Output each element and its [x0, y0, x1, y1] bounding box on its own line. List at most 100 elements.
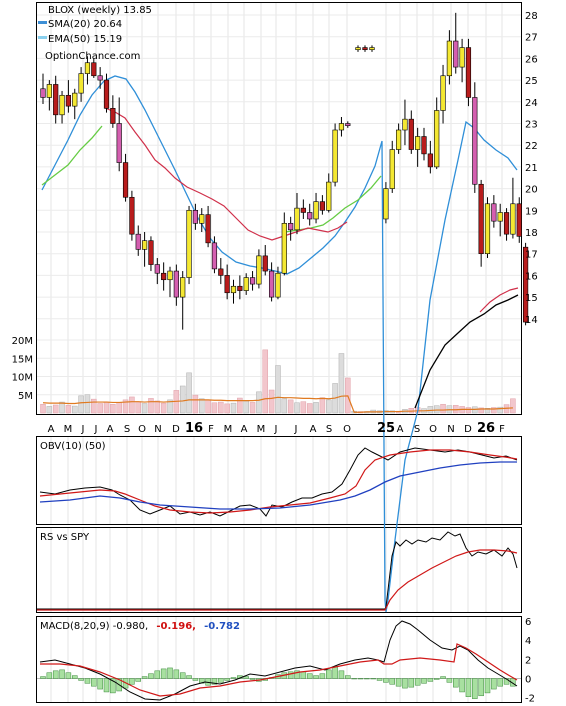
candle-body	[465, 47, 472, 98]
candlesticks	[40, 12, 529, 330]
price-tick-label: 26	[525, 54, 538, 65]
volume-bar	[72, 405, 78, 414]
price-tick-label: 17	[525, 250, 538, 261]
price-tick-label: 23	[525, 120, 538, 131]
candle-body	[186, 210, 192, 278]
macd-histogram-bar	[484, 678, 491, 694]
candle-body	[148, 240, 154, 265]
macd-title-prefix: MACD(8,20,9) -0.980,	[40, 621, 148, 632]
volume-bar	[287, 399, 294, 414]
macd-histogram-bar	[345, 675, 351, 679]
candle-body	[326, 181, 332, 211]
macd-histogram-bar	[287, 671, 294, 679]
volume-bar	[427, 406, 434, 414]
candle-body	[161, 272, 167, 281]
candle-body	[510, 203, 516, 235]
macd-histogram-bar	[427, 678, 434, 682]
macd-histogram-bar	[154, 670, 161, 679]
candle-body	[332, 129, 338, 183]
candle-body	[173, 270, 179, 298]
volume-bar	[497, 406, 503, 414]
x-axis-label: A	[48, 424, 55, 435]
macd-histogram-bar	[357, 678, 364, 680]
candle-body	[427, 153, 433, 168]
x-axis-label: N	[447, 424, 454, 435]
volume-bar	[91, 398, 97, 414]
rs-panel-frame	[36, 527, 522, 613]
macd-tick-label: 4	[525, 636, 531, 647]
volume-bar	[433, 405, 440, 414]
macd-title-value2: -0.782	[204, 621, 240, 632]
candle-body	[53, 84, 59, 116]
candle-body	[516, 203, 522, 237]
candle-body	[522, 246, 529, 323]
macd-histogram-bar	[294, 670, 300, 679]
volume-bar	[122, 399, 129, 414]
volume-bar	[40, 403, 46, 414]
macd-histogram-bar	[97, 678, 103, 690]
candle-body	[307, 212, 313, 220]
volume-bar	[300, 401, 307, 414]
macd-histogram-bar	[389, 678, 395, 685]
volume-bar	[129, 396, 135, 414]
candle-body	[294, 207, 300, 231]
x-axis-label: A	[107, 424, 114, 435]
price-tick-label: 19	[525, 206, 538, 217]
candle-body	[59, 94, 65, 116]
candle-body	[434, 110, 440, 168]
volume-bars	[40, 349, 516, 414]
candle-body	[395, 129, 402, 150]
macd-title: MACD(8,20,9) -0.980, -0.196, -0.782	[40, 621, 240, 632]
ema-legend-swatch	[38, 36, 47, 39]
macd-histogram-bar	[103, 678, 110, 693]
macd-tick-label: 6	[525, 617, 531, 628]
volume-bar	[211, 402, 218, 414]
macd-histogram-bar	[408, 678, 415, 688]
ema50-black-line	[414, 294, 519, 409]
watermark: OptionChance.com	[45, 51, 140, 62]
volume-bar	[275, 365, 281, 414]
candle-body	[142, 240, 148, 250]
candle-body	[72, 92, 78, 107]
candle-body	[268, 270, 275, 298]
macd-histogram-bar	[52, 670, 59, 679]
gridlines	[37, 3, 521, 702]
macd-histogram-bar	[72, 675, 78, 679]
macd-tick-label: 2	[525, 655, 531, 666]
x-axis-label: A	[310, 424, 317, 435]
candle-body	[129, 196, 135, 235]
macd-histogram-bar	[453, 678, 459, 688]
x-axis-label: S	[124, 424, 130, 435]
indicator-lines	[37, 447, 518, 701]
candle-body	[355, 47, 361, 51]
candle-body	[503, 212, 510, 235]
volume-bar	[491, 407, 497, 414]
macd-histogram-bar	[446, 678, 453, 683]
chart-title: BLOX (weekly) 13.85	[48, 5, 152, 16]
volume-bar	[262, 349, 268, 414]
macd-histogram-bar	[218, 678, 224, 683]
volume-bar	[46, 406, 53, 414]
candle-body	[440, 75, 446, 111]
macd-histogram-bar	[459, 678, 465, 693]
macd-histogram-bar	[84, 678, 91, 684]
macd-tick-label: -2	[525, 694, 535, 705]
volume-bar	[440, 403, 446, 414]
rs-title: RS vs SPY	[40, 532, 90, 543]
x-axis-label: D	[464, 424, 472, 435]
volume-bar	[59, 401, 65, 414]
macd-histogram-bar	[402, 678, 408, 689]
candle-body	[237, 285, 243, 291]
price-tick-label: 27	[525, 33, 538, 44]
volume-tick-label: 10M	[12, 373, 33, 384]
x-axis-label: F	[499, 424, 505, 435]
candle-body	[383, 188, 389, 220]
volume-bar	[52, 404, 59, 414]
volume-tick-label: 20M	[12, 336, 33, 347]
volume-bar	[237, 397, 243, 414]
macd-histogram-bar	[421, 678, 427, 684]
x-axis-label: S	[414, 424, 420, 435]
price-tick-label: 20	[525, 185, 538, 196]
x-axis-label: 25	[377, 421, 395, 436]
macd-histogram-bar	[497, 678, 503, 687]
